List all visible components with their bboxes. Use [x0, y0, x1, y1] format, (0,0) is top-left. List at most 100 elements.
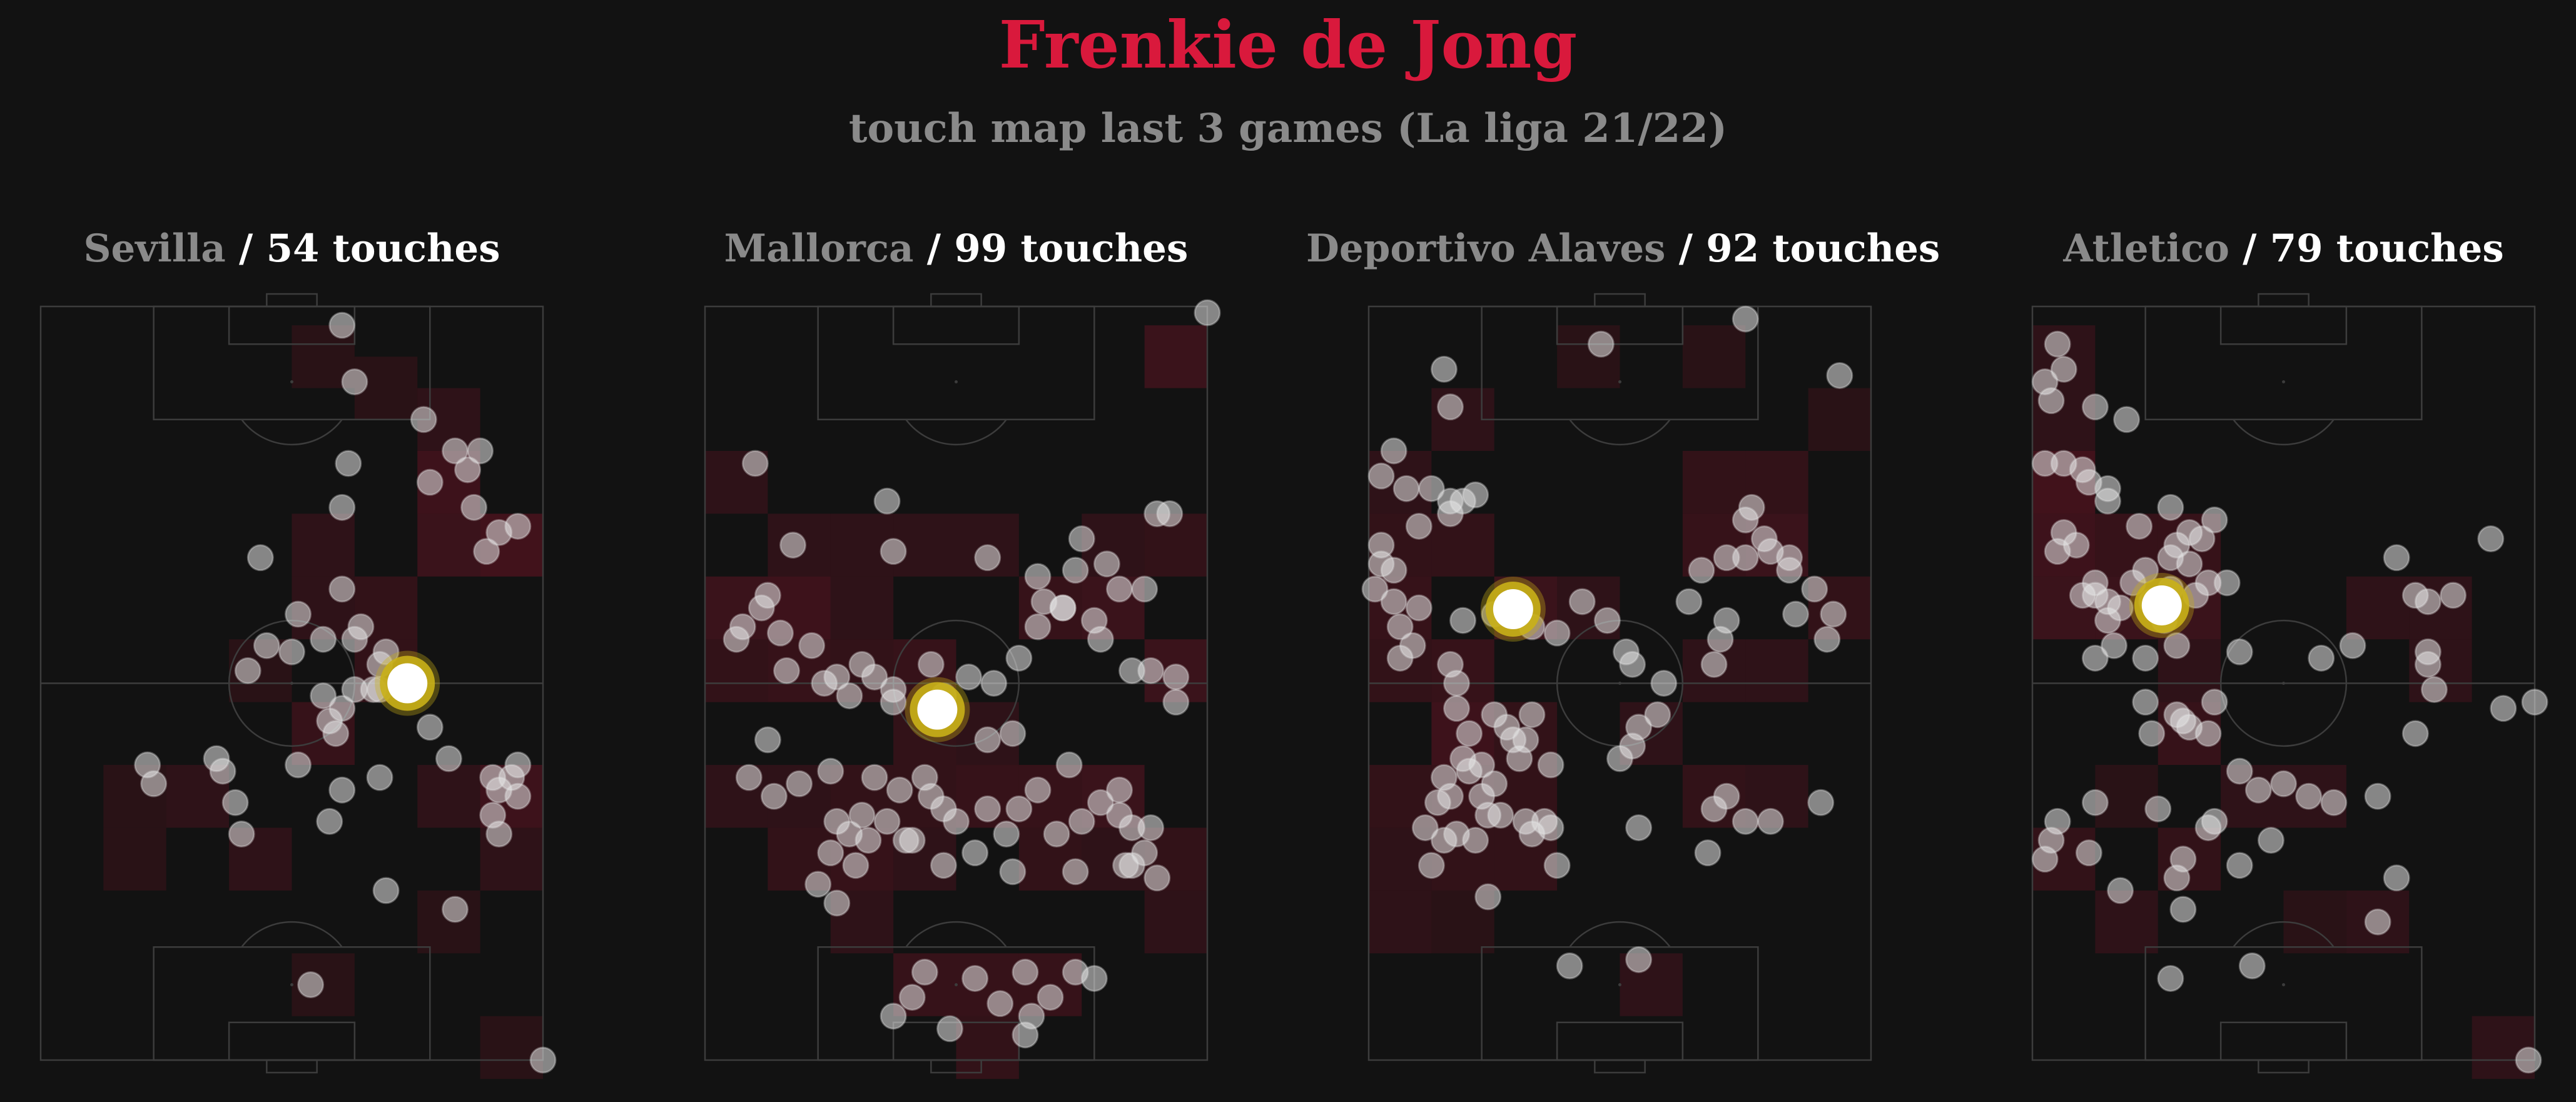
touch-point — [1813, 625, 1841, 653]
touch-point — [842, 852, 870, 879]
touch-point — [328, 695, 356, 722]
touch-point — [285, 751, 312, 779]
touch-point — [2037, 387, 2065, 415]
touch-point — [1537, 751, 1564, 779]
touch-point — [1650, 670, 1678, 697]
average-core — [917, 689, 958, 730]
touch-point — [1436, 782, 1464, 810]
touch-point — [1087, 625, 1114, 653]
touch-point — [811, 670, 838, 697]
touch-point — [1162, 689, 1190, 716]
touch-point — [328, 311, 356, 339]
touch-points — [134, 311, 557, 1074]
touch-point — [1417, 852, 1445, 879]
heat-bin — [956, 1016, 1019, 1079]
touch-point — [861, 764, 888, 791]
touch-point — [246, 544, 274, 572]
touch-point — [1462, 827, 1489, 854]
touch-point — [2383, 544, 2410, 572]
touch-point — [416, 714, 444, 741]
touch-point — [911, 958, 938, 986]
centre-spot — [2282, 682, 2285, 685]
heat-bin — [1431, 513, 1494, 577]
touch-point — [936, 1015, 963, 1043]
team-label: Mallorca — [724, 226, 914, 271]
touch-point — [2420, 676, 2448, 704]
pitch-atletico — [2031, 293, 2548, 1079]
penalty-arc-top — [905, 418, 1007, 446]
touch-point — [1700, 795, 1728, 822]
touch-point — [2169, 846, 2197, 873]
panel-title: Deportivo Alaves / 92 touches — [1306, 226, 1940, 283]
touch-point — [1782, 600, 1810, 628]
touch-point — [723, 625, 750, 653]
touch-point — [911, 764, 938, 791]
touch-point — [1518, 701, 1546, 729]
touch-point — [1018, 1003, 1045, 1030]
touch-point — [2521, 689, 2548, 716]
touch-point — [372, 877, 400, 904]
touch-point — [1405, 594, 1433, 622]
touch-point — [2194, 814, 2222, 841]
touch-point — [1644, 701, 1671, 729]
penalty-area-top — [2144, 305, 2423, 420]
touch-point — [1738, 493, 1765, 521]
penalty-spot — [2282, 983, 2285, 986]
touch-point — [1386, 644, 1414, 672]
touch-point — [2201, 506, 2228, 533]
touch-point — [993, 821, 1020, 847]
penalty-arc-bottom — [2233, 921, 2335, 948]
touch-point — [2050, 355, 2077, 383]
touch-point — [2113, 406, 2141, 433]
heat-bin — [830, 576, 894, 640]
touch-point — [748, 594, 775, 622]
touch-point — [2075, 839, 2102, 867]
touch-point — [980, 670, 1008, 697]
touch-point — [886, 776, 913, 804]
touch-point — [2364, 782, 2391, 810]
touch-point — [1080, 964, 1108, 992]
touch-point — [1105, 575, 1133, 603]
touch-point — [1380, 557, 1407, 584]
title-separator: / — [2229, 226, 2270, 271]
touch-count-label: 54 touches — [266, 226, 500, 271]
touch-point — [1688, 557, 1715, 584]
touch-point — [1456, 757, 1483, 785]
touch-point — [1194, 299, 1221, 326]
touch-point — [1625, 946, 1653, 973]
touch-point — [1049, 594, 1077, 622]
touch-point — [2226, 852, 2253, 879]
touch-point — [1380, 437, 1407, 465]
touch-point — [467, 437, 494, 465]
goal-area-bottom — [228, 1021, 356, 1061]
touch-point — [2401, 720, 2429, 747]
touch-point — [930, 795, 957, 822]
touch-point — [2081, 789, 2109, 816]
goal-area-top — [2219, 305, 2348, 345]
touch-point — [1118, 657, 1146, 684]
touch-point — [2270, 770, 2297, 797]
touch-point — [2414, 650, 2442, 678]
touch-point — [779, 532, 807, 559]
touch-point — [2383, 864, 2410, 892]
touch-point — [2490, 695, 2517, 722]
touch-point — [1137, 814, 1165, 841]
pitch-lines — [1367, 293, 1872, 1074]
touch-point — [2163, 632, 2191, 659]
touch-point — [2244, 776, 2272, 804]
touch-point — [955, 663, 983, 690]
touch-point — [804, 871, 832, 898]
touch-point — [328, 776, 356, 804]
heat-bin — [2346, 576, 2410, 640]
goal-top — [2258, 293, 2310, 308]
touch-point — [2081, 393, 2109, 421]
touch-point — [1750, 525, 1778, 553]
touch-point — [1417, 475, 1445, 502]
average-position-marker — [2129, 572, 2194, 638]
touch-point — [1162, 663, 1190, 690]
touch-point — [2515, 1046, 2542, 1074]
touch-point — [1005, 795, 1033, 822]
touch-point — [2295, 782, 2323, 810]
touch-point — [754, 726, 781, 754]
touch-point — [1024, 563, 1052, 590]
